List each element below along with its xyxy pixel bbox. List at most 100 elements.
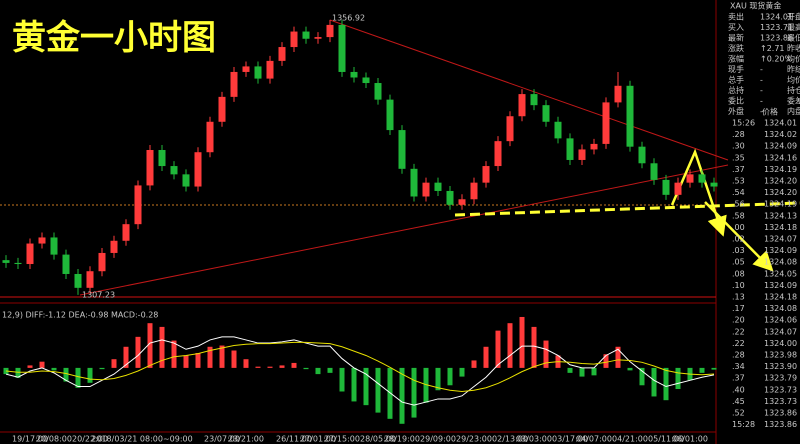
macd-bar [471, 360, 477, 368]
candle-body [578, 149, 586, 160]
candle-body [650, 163, 658, 180]
macd-bar [231, 350, 237, 368]
quote-right-label: 委差 [787, 96, 800, 106]
candle-body [206, 121, 214, 153]
candle-body [146, 150, 154, 186]
tick-time: .30 [732, 142, 745, 151]
quote-right-label: 昨结 [787, 64, 800, 74]
macd-bar [639, 367, 645, 386]
candle-body [230, 71, 238, 97]
tick-time: .00 [732, 223, 745, 232]
candle-body [458, 199, 466, 205]
tick-price: 1323.73 [764, 397, 797, 406]
tick-price: 1324.19 [764, 165, 797, 174]
x-tick-label: 19/17:00 [12, 435, 48, 444]
quote-label: 买入 [728, 23, 744, 32]
arrow [704, 201, 774, 272]
candle-body [662, 179, 670, 195]
tick-price: 1324.09 [764, 246, 797, 255]
tick-time: .13 [732, 293, 745, 302]
trend-line [329, 19, 729, 161]
macd-bar [27, 365, 33, 368]
tick-price: 1324.08 [764, 304, 797, 313]
quote-label: 卖出 [728, 12, 744, 22]
candle-body [482, 166, 490, 183]
price-annotation: 1307.23 [82, 290, 115, 299]
candle-body [218, 96, 226, 122]
candle-body [686, 174, 694, 183]
tick-price: 1324.07 [764, 327, 797, 336]
quote-label: 涨跌 [728, 43, 744, 53]
candle-body [518, 94, 526, 117]
tick-price: 1323.86 [764, 409, 797, 418]
candle-body [74, 273, 82, 288]
macd-bar [651, 367, 657, 397]
candle-body [86, 271, 94, 288]
macd-bar [255, 366, 261, 368]
macd-bar [75, 367, 81, 388]
candle-body [398, 130, 406, 169]
quote-label: 总持 [728, 85, 744, 95]
candle-body [626, 85, 634, 147]
macd-bar [411, 367, 417, 418]
x-tick-label: 20/08:00 [36, 435, 72, 444]
candle-body [506, 116, 514, 142]
tick-price: 1324.09 [764, 281, 797, 290]
macd-bar [291, 362, 297, 368]
macd-bar [159, 326, 165, 368]
candle-body [710, 182, 718, 187]
macd-bar [615, 346, 621, 368]
macd-bar [495, 330, 501, 368]
tick-price: 1324.19 [764, 200, 797, 209]
macd-bar [207, 346, 213, 368]
candle-body [386, 99, 394, 131]
quote-label: 最新 [728, 33, 744, 43]
macd-bar [111, 359, 117, 368]
quote-label: 现手 [728, 64, 744, 74]
candle-body [314, 37, 322, 39]
quote-value: - [760, 86, 763, 95]
support-line [454, 201, 800, 217]
tick-price: 1324.01 [764, 119, 797, 128]
quote-label: 外盘 [728, 106, 744, 116]
candle-body [542, 105, 550, 122]
tick-time: .34 [732, 362, 745, 371]
macd-bar [315, 367, 321, 375]
tick-time: .22 [732, 339, 745, 348]
tick-price: 1324.09 [764, 142, 797, 151]
candle-body [50, 237, 58, 255]
tick-price: 1324.07 [764, 235, 797, 244]
tick-price: 1324.20 [764, 188, 797, 197]
macd-bar [663, 367, 669, 401]
tick-time: .10 [732, 281, 745, 290]
macd-bar [603, 354, 609, 368]
macd-bar [699, 367, 705, 373]
quote-right-label: 昨收 [787, 43, 800, 53]
quote-right-label: 开盘 [787, 12, 800, 22]
candle-body [38, 237, 46, 244]
tick-price: 1324.18 [764, 223, 797, 232]
quote-value: 1324.01 [760, 13, 793, 22]
x-tick-label: 03/17:00 [552, 435, 588, 444]
candle-body [374, 83, 382, 100]
tick-price: 1324.20 [764, 177, 797, 186]
macd-bar [279, 365, 285, 368]
macd-diff-line [5, 336, 715, 406]
quote-label: 总手 [728, 75, 744, 85]
candle-body [266, 60, 274, 79]
macd-bar [327, 367, 333, 373]
candle-body [242, 66, 250, 72]
macd-bar [447, 367, 453, 386]
candle-body [602, 102, 610, 144]
tick-time: .56 [732, 200, 745, 209]
candle-body [614, 85, 622, 103]
tick-time: .02 [732, 235, 745, 244]
tick-time: .58 [732, 211, 745, 220]
candle-body [14, 262, 22, 265]
candle-body [410, 168, 418, 197]
candle-body [494, 141, 502, 167]
tick-price: 1324.05 [764, 269, 797, 278]
macd-bar [87, 367, 93, 383]
tick-time: 15:28 [732, 420, 755, 429]
quote-right-label: 均价 [787, 75, 800, 85]
